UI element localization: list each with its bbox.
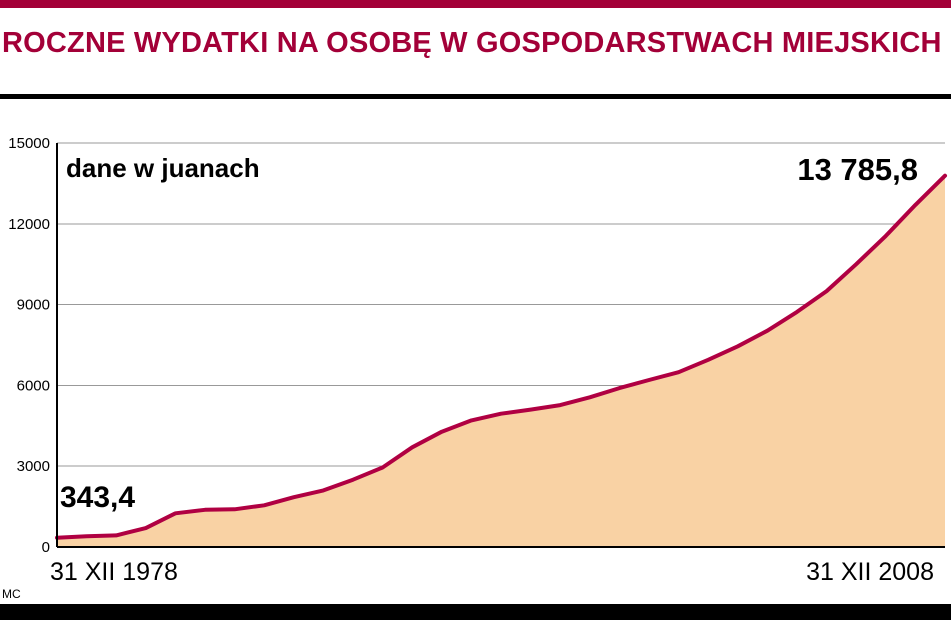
y-tick-label-9000: 9000: [17, 297, 50, 314]
bottom-bar: [0, 604, 951, 620]
y-tick-label-0: 0: [42, 539, 50, 556]
top-accent-strip: [0, 0, 951, 8]
series-area-fill: [57, 175, 945, 547]
end-value-label: 13 785,8: [797, 152, 918, 187]
y-tick-label-3000: 3000: [17, 458, 50, 475]
y-tick-label-6000: 6000: [17, 377, 50, 394]
chart-unit-note: dane w juanach: [66, 153, 260, 183]
y-tick-label-15000: 15000: [8, 135, 50, 152]
start-value-label: 343,4: [60, 481, 136, 514]
x-axis-label-end: 31 XII 2008: [806, 558, 934, 586]
title-divider: [0, 94, 951, 99]
y-tick-label-12000: 12000: [8, 216, 50, 233]
x-axis-label-start: 31 XII 1978: [50, 558, 178, 586]
page-title: ROCZNE WYDATKI NA OSOBĘ W GOSPODARSTWACH…: [2, 27, 942, 59]
series-line: [55, 173, 947, 540]
source-credit: MC: [2, 587, 21, 601]
